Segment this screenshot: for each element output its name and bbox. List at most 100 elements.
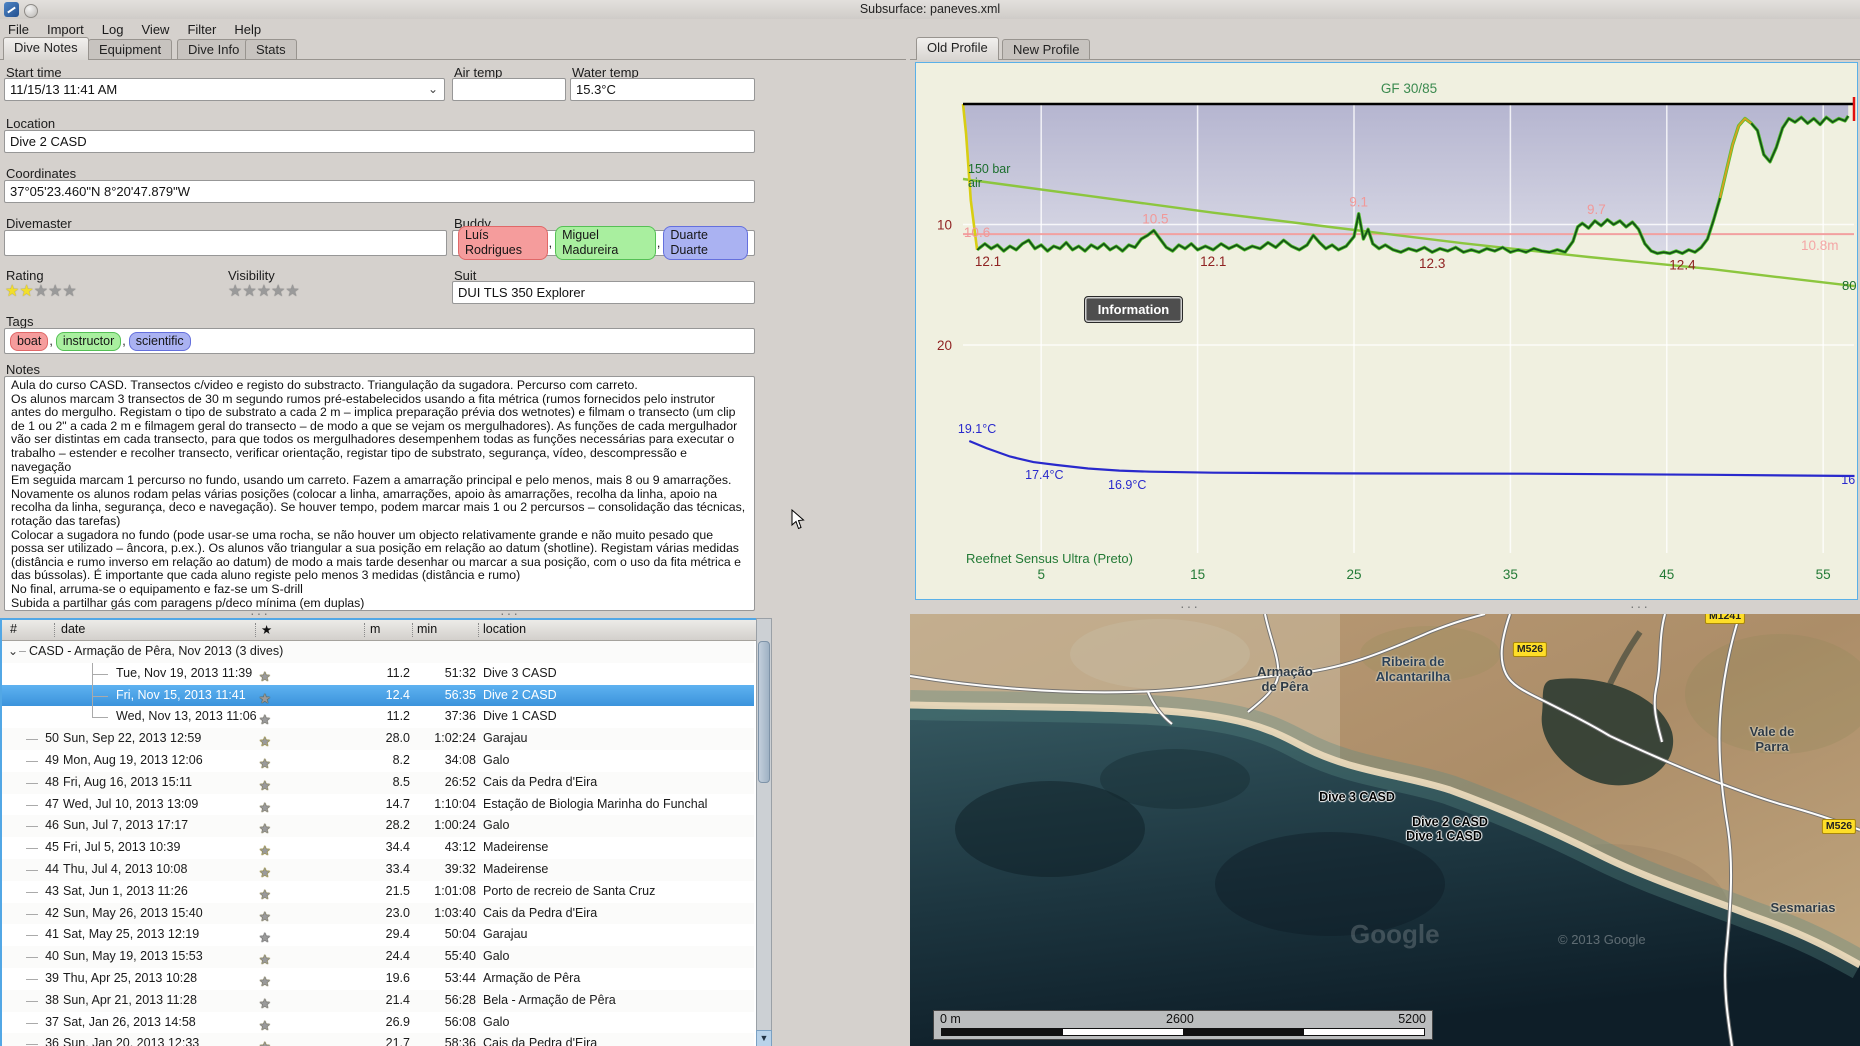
tag-pill[interactable]: Miguel Madureira <box>555 226 656 260</box>
svg-text:12.4: 12.4 <box>1669 257 1696 272</box>
table-row[interactable]: 50 Sun, Sep 22, 2013 12:59 ★ ★ ★ ★ ★ 28.0 1:02:2… <box>2 728 754 750</box>
notes-textarea[interactable]: Aula do curso CASD. Transectos c/video e… <box>4 376 755 611</box>
splitter-handle[interactable]: ··· <box>1630 598 1650 614</box>
col-header-depth[interactable]: m <box>370 622 381 636</box>
star-icon: ★ <box>259 756 272 771</box>
visibility-label: Visibility <box>228 268 275 283</box>
table-row[interactable]: 43 Sat, Jun 1, 2013 11:26 ★ ★ ★ ★ ★ 21.5 1:01:08… <box>2 880 754 903</box>
table-row[interactable]: Tue, Nov 19, 2013 11:39 ★ ★ ★ ★ ★ 11.2 51:32 Div… <box>2 662 754 685</box>
tag-pill[interactable]: scientific <box>128 331 191 351</box>
table-row[interactable]: 44 Thu, Jul 4, 2013 10:08 ★ ★ ★ ★ ★ 33.4 39:32 Ma… <box>2 859 754 881</box>
menu-file[interactable]: File <box>8 21 29 37</box>
table-row[interactable]: 42 Sun, May 26, 2013 15:40 ★ ★ ★ ★ ★ 23.0 1:03:4… <box>2 902 754 925</box>
svg-text:15: 15 <box>1190 567 1205 582</box>
tab-new-profile[interactable]: New Profile <box>1002 39 1091 60</box>
table-row[interactable]: 39 Thu, Apr 25, 2013 10:28 ★ ★ ★ ★ ★ 19.6 53:44 A… <box>2 968 754 990</box>
dive-number: 40 <box>45 949 59 964</box>
satellite-map[interactable]: Armação de Pêra Ribeira de Alcantarilha Va… <box>910 614 1860 1046</box>
star-icon: ★ <box>259 930 272 946</box>
table-row[interactable]: Fri, Nov 15, 2013 11:41 ★ ★ ★ ★ ★ 12.4 56:35 Div… <box>2 684 754 707</box>
buddy-field[interactable]: Luís Rodrigues, Miguel Madureira, Duarte D… <box>452 226 755 260</box>
collapse-arrow-icon[interactable]: ⌄ <box>8 644 19 658</box>
start-time-combo[interactable]: 11/15/13 11:41 AM ⌄ <box>4 78 445 101</box>
star-icon: ★ <box>48 283 63 300</box>
tag-pill[interactable]: Duarte Duarte <box>663 226 748 260</box>
menu-filter[interactable]: Filter <box>187 21 217 37</box>
chevron-down-icon[interactable]: ⌄ <box>427 82 438 96</box>
dive-group-row[interactable]: ⌄ – CASD - Armação de Pêra, Nov 2013 (3 di… <box>2 641 754 663</box>
window-menu-icon[interactable] <box>24 4 38 18</box>
menu-view[interactable]: View <box>141 21 170 37</box>
tree-line <box>26 826 38 828</box>
coordinates-field[interactable]: 37°05'23.460"N 8°20'47.879"W <box>4 180 755 203</box>
table-row[interactable]: 45 Fri, Jul 5, 2013 10:39 ★ ★ ★ ★ ★ 34.4 43:12 Ma… <box>2 837 754 859</box>
splitter-handle[interactable]: ··· <box>500 605 520 621</box>
tab-old-profile[interactable]: Old Profile <box>916 37 999 60</box>
dive-site-marker-label[interactable]: Dive 3 CASD <box>1319 790 1395 804</box>
menu-bar: File Import Log View Filter Help <box>0 19 1860 39</box>
splitter-handle[interactable]: ··· <box>250 605 270 621</box>
divemaster-field[interactable] <box>4 230 447 256</box>
tag-pill[interactable]: instructor <box>55 331 122 351</box>
menu-import[interactable]: Import <box>46 21 84 37</box>
table-row[interactable]: 49 Mon, Aug 19, 2013 12:06 ★ ★ ★ ★ ★ 8.2 34:08 Ga… <box>2 750 754 772</box>
air-temp-field[interactable] <box>452 78 566 101</box>
star-icon: ★ <box>259 756 272 771</box>
tab-stats[interactable]: Stats <box>245 39 297 60</box>
star-icon: ★ <box>259 690 272 706</box>
table-row[interactable]: 38 Sun, Apr 21, 2013 11:28 ★ ★ ★ ★ ★ 21.4 56:28 B… <box>2 989 754 1012</box>
tab-equipment[interactable]: Equipment <box>88 39 173 60</box>
tab-dive-info[interactable]: Dive Info <box>177 39 251 60</box>
tree-line <box>26 870 38 871</box>
menu-help[interactable]: Help <box>234 21 262 37</box>
star-icon: ★ <box>259 756 272 771</box>
splitter-handle[interactable]: ··· <box>1180 598 1200 614</box>
dive-location: Galo <box>483 949 510 964</box>
information-tooltip[interactable]: Information <box>1084 296 1183 323</box>
svg-text:25: 25 <box>1346 567 1361 582</box>
menu-log[interactable]: Log <box>101 21 124 37</box>
table-row[interactable]: 46 Sun, Jul 7, 2013 17:17 ★ ★ ★ ★ ★ 28.2 1:00:24… <box>2 815 754 838</box>
table-row[interactable]: 47 Wed, Jul 10, 2013 13:09 ★ ★ ★ ★ ★ 14.7 1:10:0… <box>2 793 754 816</box>
tab-dive-notes[interactable]: Dive Notes <box>3 37 89 60</box>
star-icon: ★ <box>259 843 272 859</box>
tree-line <box>26 957 38 959</box>
table-row[interactable]: Wed, Nov 13, 2013 11:06 ★ ★ ★ ★ ★ 11.2 37:36 Div… <box>2 706 754 729</box>
scroll-down-button[interactable]: ▼ <box>756 1030 772 1046</box>
col-header-duration[interactable]: min <box>417 622 438 636</box>
col-header-stars[interactable]: ★ <box>261 623 273 637</box>
table-row[interactable]: 41 Sat, May 25, 2013 12:19 ★ ★ ★ ★ ★ 29.4 50:04 G… <box>2 924 754 947</box>
dive-profile-chart[interactable]: GF 30/85 10 20 5 15 25 35 45 55 Reefnet Sensus Ul… <box>915 62 1858 600</box>
table-scrollbar[interactable] <box>756 618 772 1046</box>
svg-text:10.8m: 10.8m <box>1801 238 1839 253</box>
col-header-number[interactable]: # <box>10 622 17 636</box>
water-temp-field[interactable]: 15.3°C <box>570 78 755 101</box>
dive-list-table[interactable]: # date ★ m min location ⌄ – CASD - Armação… <box>0 618 772 1046</box>
tag-pill[interactable]: Luís Rodrigues <box>458 226 548 260</box>
visibility-stars[interactable]: ★★★★★ <box>228 281 300 301</box>
svg-text:12.3: 12.3 <box>1419 256 1445 271</box>
air-temp-label: Air temp <box>454 65 503 80</box>
dive-depth: 14.7 <box>385 796 410 811</box>
tags-field[interactable]: boat, instructor, scientific <box>4 328 755 354</box>
suit-field[interactable]: DUI TLS 350 Explorer <box>452 281 755 304</box>
tag-pill[interactable]: boat <box>10 331 49 351</box>
dive-site-marker-label[interactable]: Dive 1 CASD <box>1406 829 1482 843</box>
star-icon: ★ <box>259 821 272 837</box>
location-field[interactable]: Dive 2 CASD <box>4 130 755 153</box>
table-row[interactable]: 40 Sun, May 19, 2013 15:53 ★ ★ ★ ★ ★ 24.4 55:40 G… <box>2 946 754 968</box>
dive-location: Garajau <box>483 927 528 942</box>
svg-text:GF 30/85: GF 30/85 <box>1381 81 1437 96</box>
dive-date: Sun, May 19, 2013 15:53 <box>63 949 203 964</box>
col-header-date[interactable]: date <box>61 622 86 636</box>
col-header-location[interactable]: location <box>483 622 527 636</box>
dive-site-marker-label[interactable]: Dive 2 CASD <box>1412 815 1488 829</box>
scrollbar-thumb[interactable] <box>758 641 770 783</box>
dive-date: Thu, Apr 25, 2013 10:28 <box>63 971 198 985</box>
rating-stars[interactable]: ★★★★★ <box>5 281 77 301</box>
star-icon: ★ <box>259 668 272 684</box>
table-row[interactable]: 37 Sat, Jan 26, 2013 14:58 ★ ★ ★ ★ ★ 26.9 56:08 G… <box>2 1011 754 1034</box>
location-label: Location <box>6 116 56 131</box>
table-row[interactable]: 48 Fri, Aug 16, 2013 15:11 ★ ★ ★ ★ ★ 8.5 26:52 Ca… <box>2 771 754 794</box>
